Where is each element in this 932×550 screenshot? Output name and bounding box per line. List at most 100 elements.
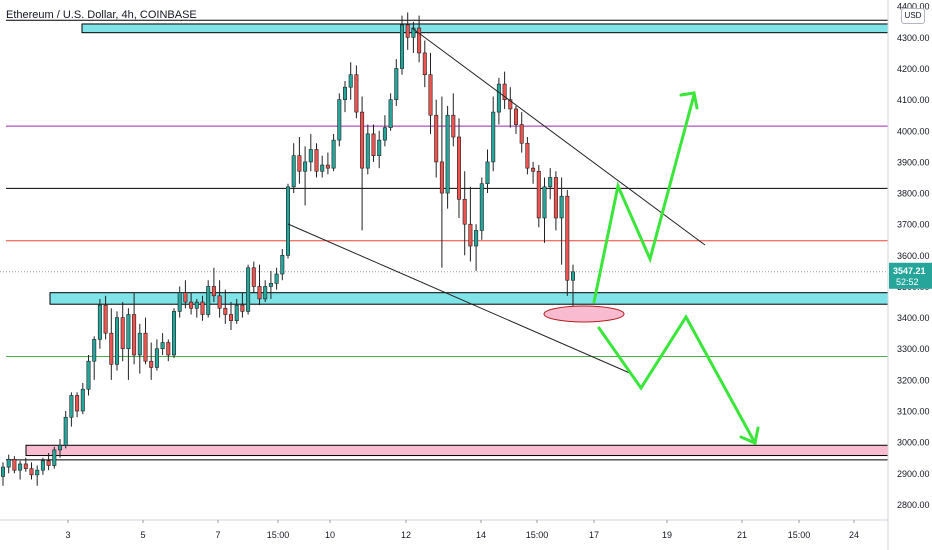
candle bbox=[92, 336, 97, 380]
candle-body bbox=[251, 267, 256, 287]
candle-body bbox=[565, 195, 570, 281]
candle bbox=[405, 12, 410, 50]
candle bbox=[103, 295, 108, 340]
candle bbox=[496, 77, 501, 125]
candle bbox=[428, 52, 433, 134]
candle bbox=[411, 21, 416, 53]
candle bbox=[251, 261, 256, 293]
candle-body bbox=[502, 83, 507, 100]
candle bbox=[257, 264, 262, 306]
candle bbox=[502, 71, 507, 109]
candle bbox=[274, 267, 279, 290]
candle bbox=[417, 15, 422, 63]
candle bbox=[120, 302, 125, 362]
last-price-tag bbox=[889, 262, 932, 289]
candle-body bbox=[35, 469, 40, 476]
candle-body bbox=[439, 161, 444, 194]
candle-body bbox=[405, 24, 410, 38]
candle-body bbox=[428, 74, 433, 116]
currency-button[interactable]: USD bbox=[901, 8, 925, 24]
candle bbox=[211, 267, 216, 303]
candle-body bbox=[360, 111, 365, 169]
candle bbox=[75, 392, 80, 418]
candle-body bbox=[325, 164, 330, 169]
zone-band bbox=[81, 23, 889, 34]
bullish-arrowhead bbox=[679, 91, 699, 110]
candle bbox=[525, 137, 530, 175]
candle-body bbox=[553, 177, 558, 219]
candle-body bbox=[217, 295, 222, 309]
y-tick-label: 3600.00 bbox=[897, 251, 930, 261]
candle-body bbox=[485, 161, 490, 185]
y-tick-label: 4300.00 bbox=[897, 33, 930, 43]
candle bbox=[371, 124, 376, 162]
candle bbox=[439, 96, 444, 268]
candle-body bbox=[223, 307, 228, 315]
candle bbox=[217, 280, 222, 318]
candle bbox=[434, 99, 439, 178]
candle bbox=[137, 323, 142, 374]
candle-body bbox=[143, 332, 148, 362]
y-tick-label: 3100.00 bbox=[897, 407, 930, 417]
candle bbox=[29, 462, 34, 480]
candle-body bbox=[183, 292, 188, 303]
candle bbox=[303, 146, 308, 206]
candle bbox=[548, 168, 553, 200]
candle-body bbox=[69, 395, 74, 418]
candle-body bbox=[371, 133, 376, 156]
candle-body bbox=[115, 317, 120, 365]
candle-body bbox=[0, 466, 6, 477]
candle bbox=[468, 186, 473, 262]
y-tick-label: 3000.00 bbox=[897, 438, 930, 448]
candle-body bbox=[234, 304, 239, 322]
candle bbox=[23, 457, 28, 472]
candle-body bbox=[519, 124, 524, 144]
candle-body bbox=[189, 301, 194, 309]
x-tick-label: 17 bbox=[589, 530, 599, 540]
candle-body bbox=[337, 99, 342, 141]
candle bbox=[40, 457, 45, 475]
candle bbox=[240, 292, 245, 318]
x-tick-label: 24 bbox=[849, 530, 859, 540]
x-tick-label: 7 bbox=[215, 530, 220, 540]
candle bbox=[57, 439, 62, 458]
x-tick-label: 15:00 bbox=[526, 530, 549, 540]
candle bbox=[388, 93, 393, 131]
candle-body bbox=[268, 283, 273, 287]
candle-body bbox=[548, 177, 553, 188]
candle-body bbox=[109, 332, 114, 365]
candle bbox=[474, 224, 479, 271]
candle bbox=[97, 298, 102, 349]
candle-body bbox=[382, 127, 387, 141]
candle bbox=[365, 124, 370, 175]
candle-body bbox=[377, 139, 382, 156]
candle-body bbox=[154, 348, 159, 368]
candle-body bbox=[57, 444, 62, 451]
candle-body bbox=[126, 314, 131, 350]
candle-body bbox=[211, 286, 216, 297]
bearish-arrowhead bbox=[739, 426, 760, 446]
candle bbox=[285, 183, 290, 259]
candle-body bbox=[29, 468, 34, 476]
candle-body bbox=[166, 342, 171, 356]
candle bbox=[160, 333, 165, 355]
candle-body bbox=[46, 460, 51, 466]
candle bbox=[553, 171, 558, 231]
candle-body bbox=[200, 301, 205, 315]
candle bbox=[508, 87, 513, 128]
candle-body bbox=[496, 83, 501, 113]
candle bbox=[325, 152, 330, 175]
candle bbox=[177, 286, 182, 318]
candle bbox=[342, 80, 347, 113]
candle-body bbox=[417, 27, 422, 54]
y-tick-label: 3400.00 bbox=[897, 313, 930, 323]
candle bbox=[12, 456, 17, 474]
candle bbox=[194, 298, 199, 318]
candle-body bbox=[80, 388, 85, 412]
candle-body bbox=[274, 273, 279, 284]
candle bbox=[320, 155, 325, 178]
candle-body bbox=[103, 304, 108, 334]
